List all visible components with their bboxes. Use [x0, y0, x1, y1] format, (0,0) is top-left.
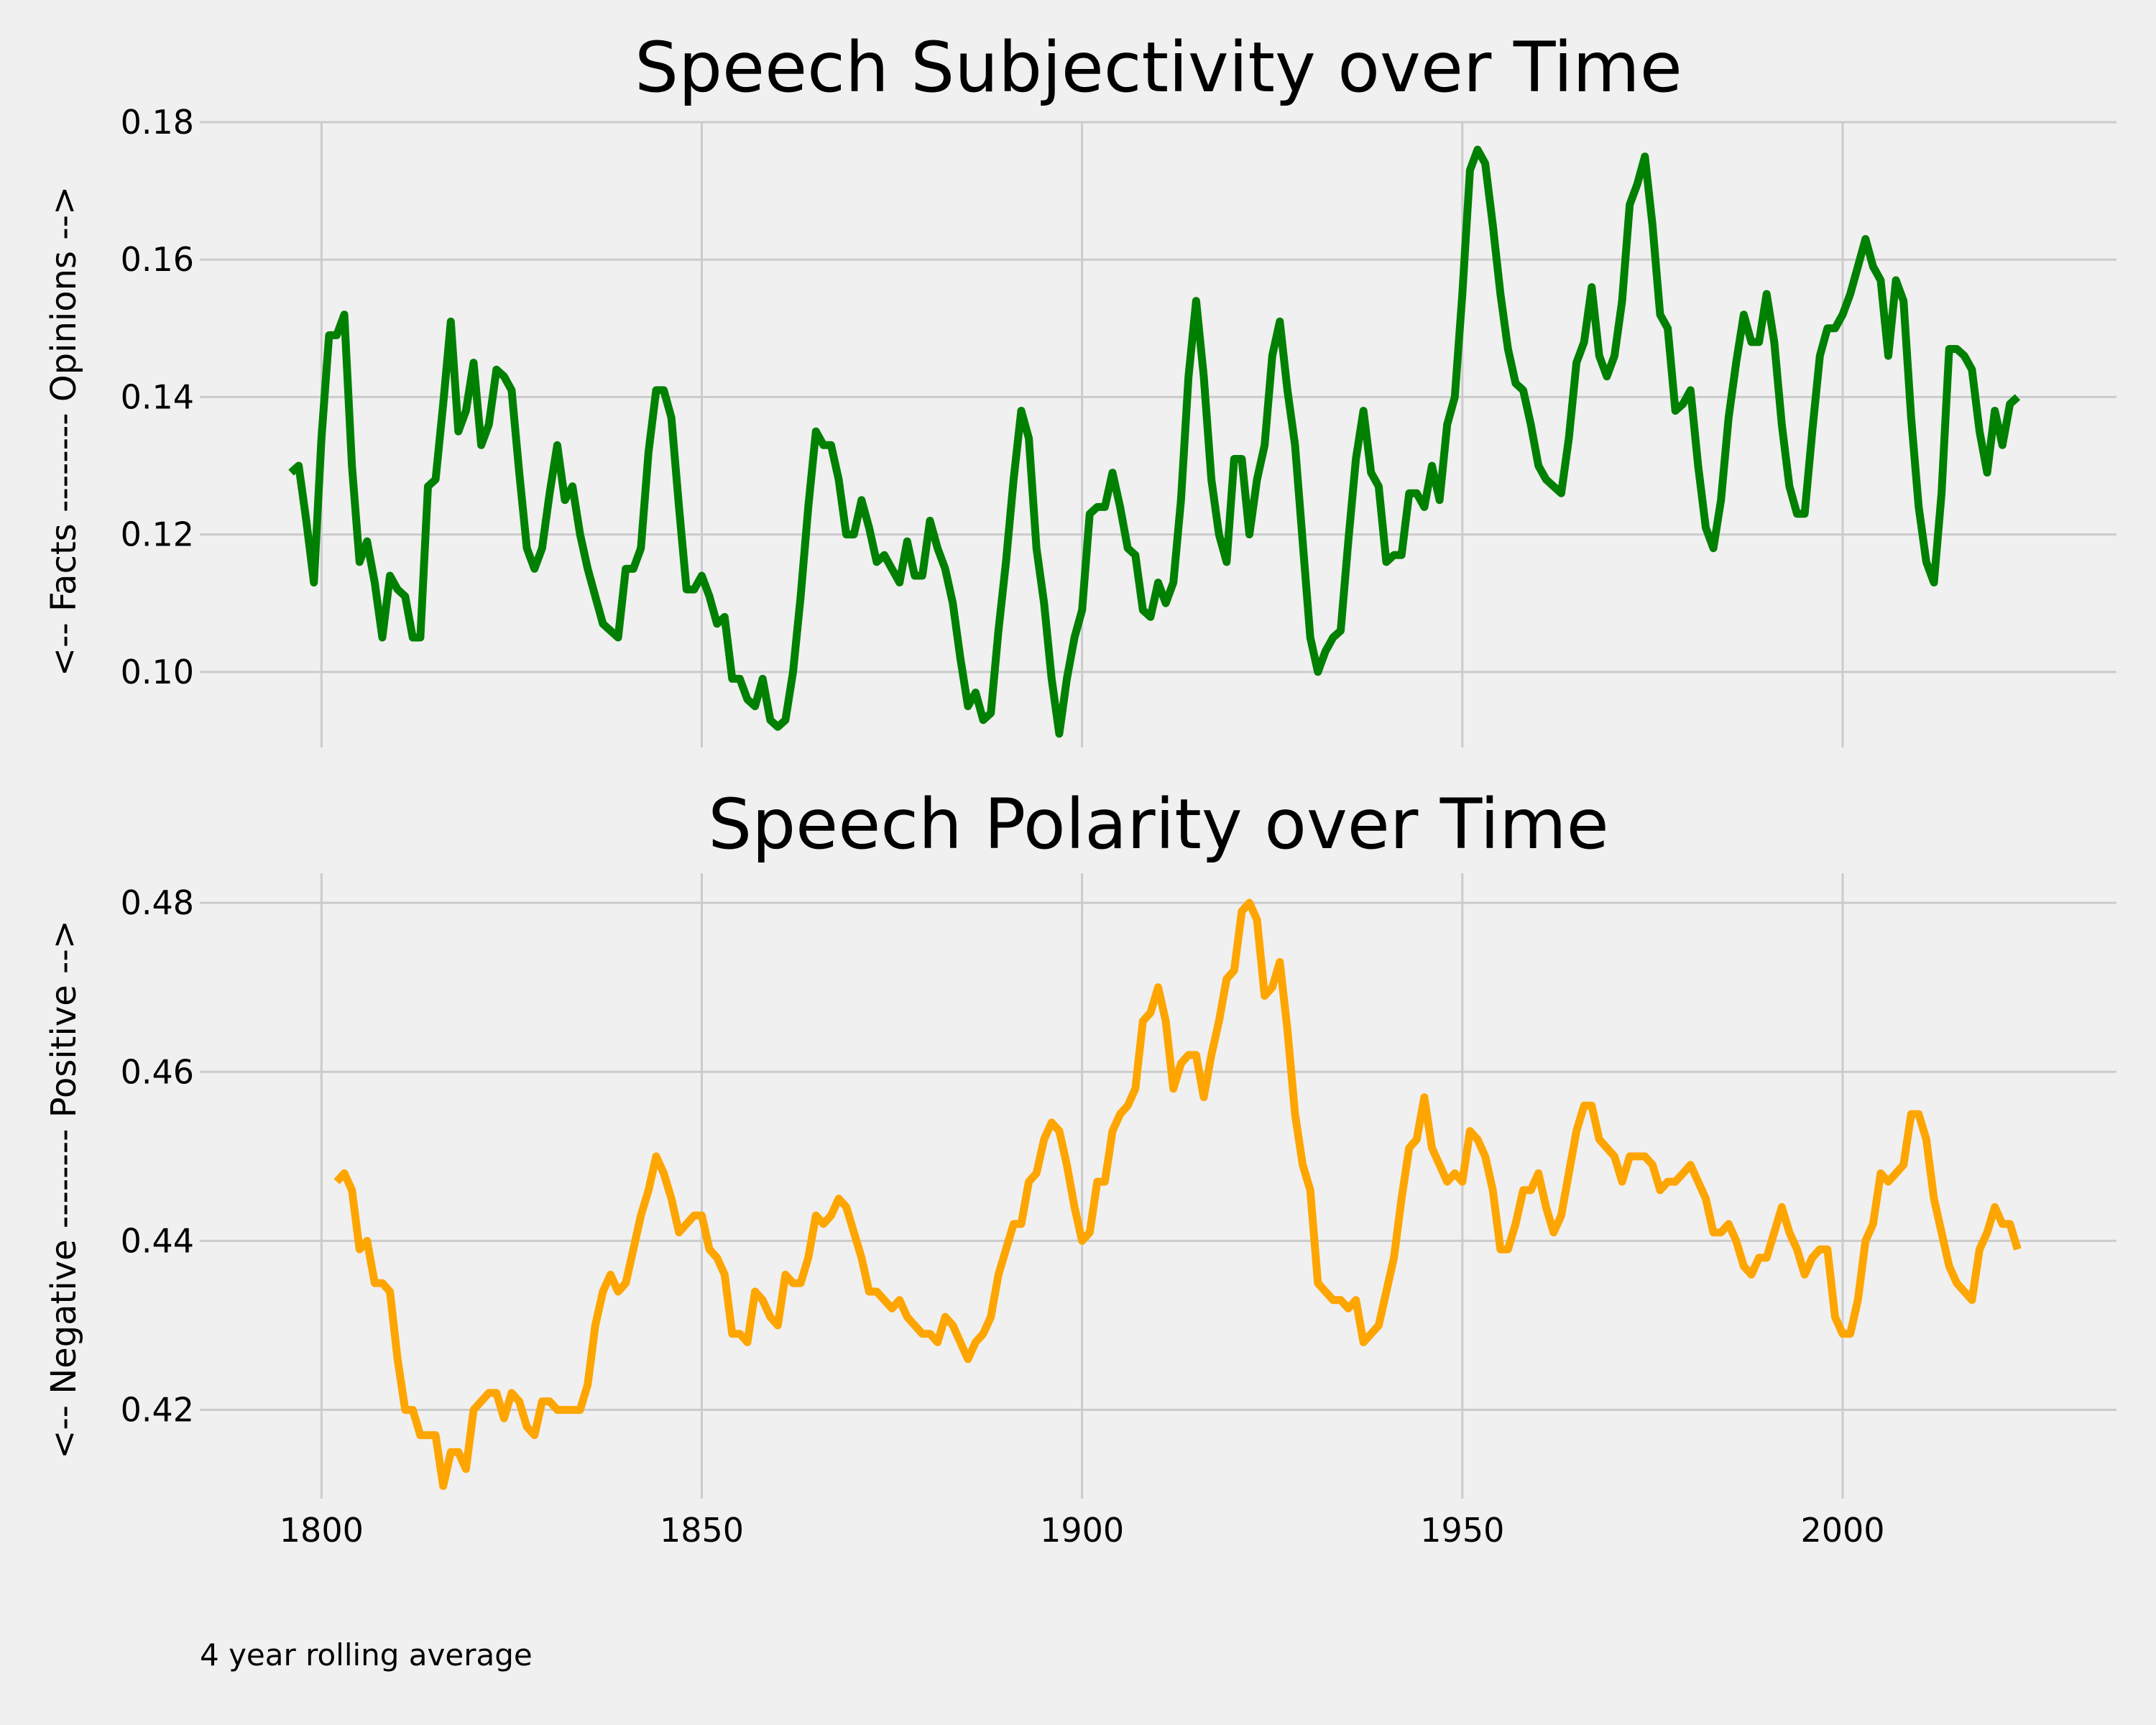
subjectivity-y-tick-label: 0.16 — [121, 240, 194, 279]
subjectivity-panel: Speech Subjectivity over Time 0.100.120.… — [44, 27, 2116, 748]
subjectivity-y-ticks: 0.10 0.12 0.14 0.16 0.18 — [121, 103, 194, 691]
subjectivity-y-tick-label: 0.12 — [121, 515, 194, 554]
polarity-y-axis-label: <-- Negative -------- Positive --> — [44, 920, 84, 1459]
polarity-x-tick-label: 1800 — [280, 1511, 364, 1550]
polarity-y-tick-label: 0.46 — [121, 1052, 194, 1091]
polarity-x-ticks: 1800 1850 1900 1950 2000 — [280, 1511, 1885, 1550]
polarity-series-line — [333, 898, 2022, 1490]
subjectivity-y-tick-label: 0.10 — [121, 653, 194, 691]
subjectivity-y-axis-label: <-- Facts -------- Opinions --> — [44, 186, 84, 676]
subjectivity-grid — [200, 121, 2116, 748]
polarity-panel: Speech Polarity over Time 0.420.440.460.… — [44, 784, 2116, 1550]
polarity-y-tick-label: 0.44 — [121, 1221, 194, 1260]
subjectivity-y-tick-label: 0.14 — [121, 377, 194, 416]
polarity-y-ticks: 0.42 0.44 0.46 0.48 — [121, 883, 194, 1429]
footnote: 4 year rolling average — [200, 1637, 533, 1673]
subjectivity-y-tick-label: 0.18 — [121, 103, 194, 142]
polarity-x-tick-label: 1900 — [1040, 1511, 1124, 1550]
polarity-y-tick-label: 0.48 — [121, 883, 194, 922]
polarity-series — [333, 898, 2022, 1490]
subjectivity-series-line — [288, 145, 2021, 738]
polarity-x-tick-label: 1950 — [1420, 1511, 1504, 1550]
subjectivity-series — [288, 145, 2021, 738]
polarity-x-tick-label: 2000 — [1800, 1511, 1884, 1550]
polarity-y-tick-label: 0.42 — [121, 1391, 194, 1430]
polarity-x-tick-label: 1850 — [660, 1511, 744, 1550]
subjectivity-title: Speech Subjectivity over Time — [635, 27, 1682, 108]
polarity-title: Speech Polarity over Time — [708, 784, 1608, 865]
